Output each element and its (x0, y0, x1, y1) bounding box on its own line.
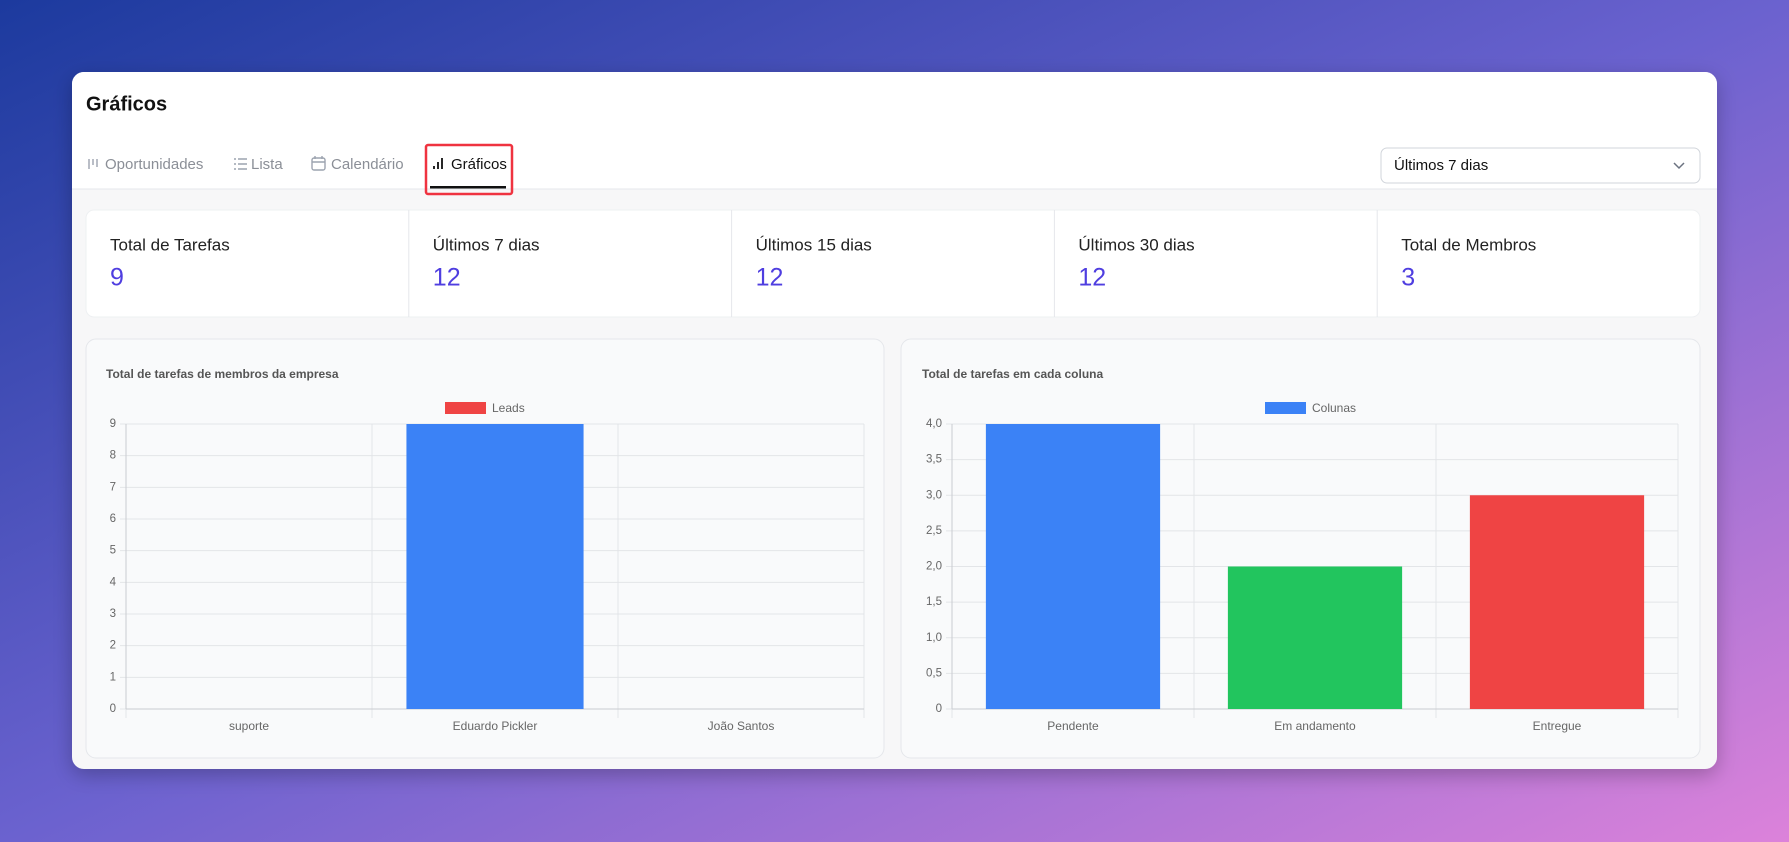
stat-value: 12 (433, 264, 461, 292)
y-tick-label: 3,5 (926, 454, 942, 466)
active-tab-underline (430, 186, 506, 189)
calendar-icon (311, 157, 326, 171)
legend-swatch (1265, 402, 1306, 414)
y-tick-label: 7 (110, 481, 116, 493)
x-tick-label: Pendente (1047, 719, 1099, 733)
x-tick-label: Eduardo Pickler (453, 719, 538, 733)
stat-value: 9 (110, 264, 124, 292)
legend-swatch (445, 402, 486, 414)
legend-label: Colunas (1312, 401, 1356, 415)
x-tick-label: Entregue (1533, 719, 1582, 733)
stat-label: Últimos 7 dias (433, 235, 540, 254)
bar (985, 424, 1161, 709)
tab-label[interactable]: Oportunidades (105, 156, 203, 173)
kanban-icon (88, 159, 98, 169)
y-tick-label: 1,0 (926, 632, 942, 644)
stat-value: 12 (756, 264, 784, 292)
chart-title: Total de tarefas de membros da empresa (106, 367, 339, 381)
stat-label: Últimos 30 dias (1078, 235, 1194, 254)
y-tick-label: 1,5 (926, 596, 942, 608)
tab-highlight (424, 143, 514, 196)
chart-icon (433, 158, 443, 169)
legend-label: Leads (492, 401, 525, 415)
period-select[interactable] (1380, 147, 1701, 184)
chart-title: Total de tarefas em cada coluna (922, 367, 1103, 381)
y-tick-label: 2,0 (926, 561, 942, 573)
y-tick-label: 0,5 (926, 667, 942, 679)
y-tick-label: 4,0 (926, 418, 942, 430)
period-select-value: Últimos 7 dias (1394, 157, 1488, 174)
y-tick-label: 3,0 (926, 489, 942, 501)
y-tick-label: 6 (110, 513, 116, 525)
y-tick-label: 2 (110, 640, 116, 652)
x-tick-label: João Santos (708, 719, 775, 733)
tab-icons (88, 156, 443, 171)
tab-label[interactable]: Gráficos (451, 156, 507, 173)
bar (1227, 566, 1403, 709)
list-icon (234, 158, 247, 170)
bar (1469, 495, 1645, 709)
window-header (72, 72, 1717, 189)
page-title: Gráficos (86, 93, 167, 115)
stat-label: Total de Membros (1401, 235, 1536, 254)
y-tick-label: 0 (110, 703, 116, 715)
y-tick-label: 8 (110, 450, 116, 462)
stat-label: Últimos 15 dias (756, 235, 872, 254)
tab-label[interactable]: Lista (251, 156, 283, 173)
stat-label: Total de Tarefas (110, 235, 230, 254)
y-tick-label: 5 (110, 545, 116, 557)
stats-card (85, 209, 1701, 318)
stat-value: 3 (1401, 264, 1415, 292)
y-tick-label: 9 (110, 418, 116, 430)
bar (406, 424, 584, 709)
x-tick-label: suporte (229, 719, 269, 733)
y-tick-label: 0 (936, 703, 942, 715)
y-tick-label: 1 (110, 671, 116, 683)
x-tick-label: Em andamento (1274, 719, 1356, 733)
calendar-icon-detail (312, 156, 325, 163)
y-tick-label: 3 (110, 608, 116, 620)
y-tick-label: 2,5 (926, 525, 942, 537)
stat-value: 12 (1078, 264, 1106, 292)
y-tick-label: 4 (110, 576, 117, 588)
tab-label[interactable]: Calendário (331, 156, 404, 173)
chevron-down (1673, 162, 1685, 170)
